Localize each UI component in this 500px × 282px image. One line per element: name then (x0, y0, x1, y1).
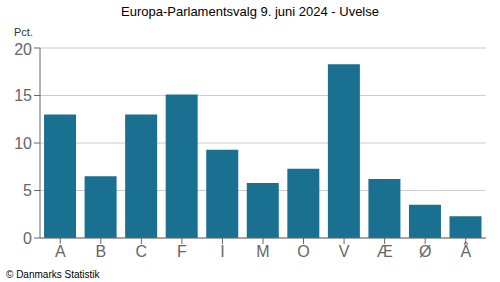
svg-text:A: A (55, 243, 66, 260)
svg-text:M: M (256, 243, 269, 260)
html-text:Europa-Parlamentsvalg 9. juni: Europa-Parlamentsvalg 9. juni 2024 - Uve… (121, 4, 379, 19)
html-text:Pct.: Pct. (14, 26, 33, 38)
svg-text:I: I (220, 243, 224, 260)
svg-text:O: O (297, 243, 309, 260)
svg-text:10: 10 (14, 135, 32, 152)
svg-text:Æ: Æ (377, 243, 393, 260)
svg-text:F: F (177, 243, 187, 260)
svg-text:15: 15 (14, 87, 32, 104)
svg-text:5: 5 (23, 182, 32, 199)
svg-text:0: 0 (23, 230, 32, 247)
html-text:© Danmarks Statistik: © Danmarks Statistik (6, 269, 100, 280)
svg-text:B: B (95, 243, 106, 260)
svg-text:C: C (136, 243, 148, 260)
svg-text:Å: Å (460, 242, 471, 260)
svg-text:20: 20 (14, 41, 32, 58)
svg-text:V: V (339, 243, 350, 260)
svg-text:Ø: Ø (419, 243, 431, 260)
